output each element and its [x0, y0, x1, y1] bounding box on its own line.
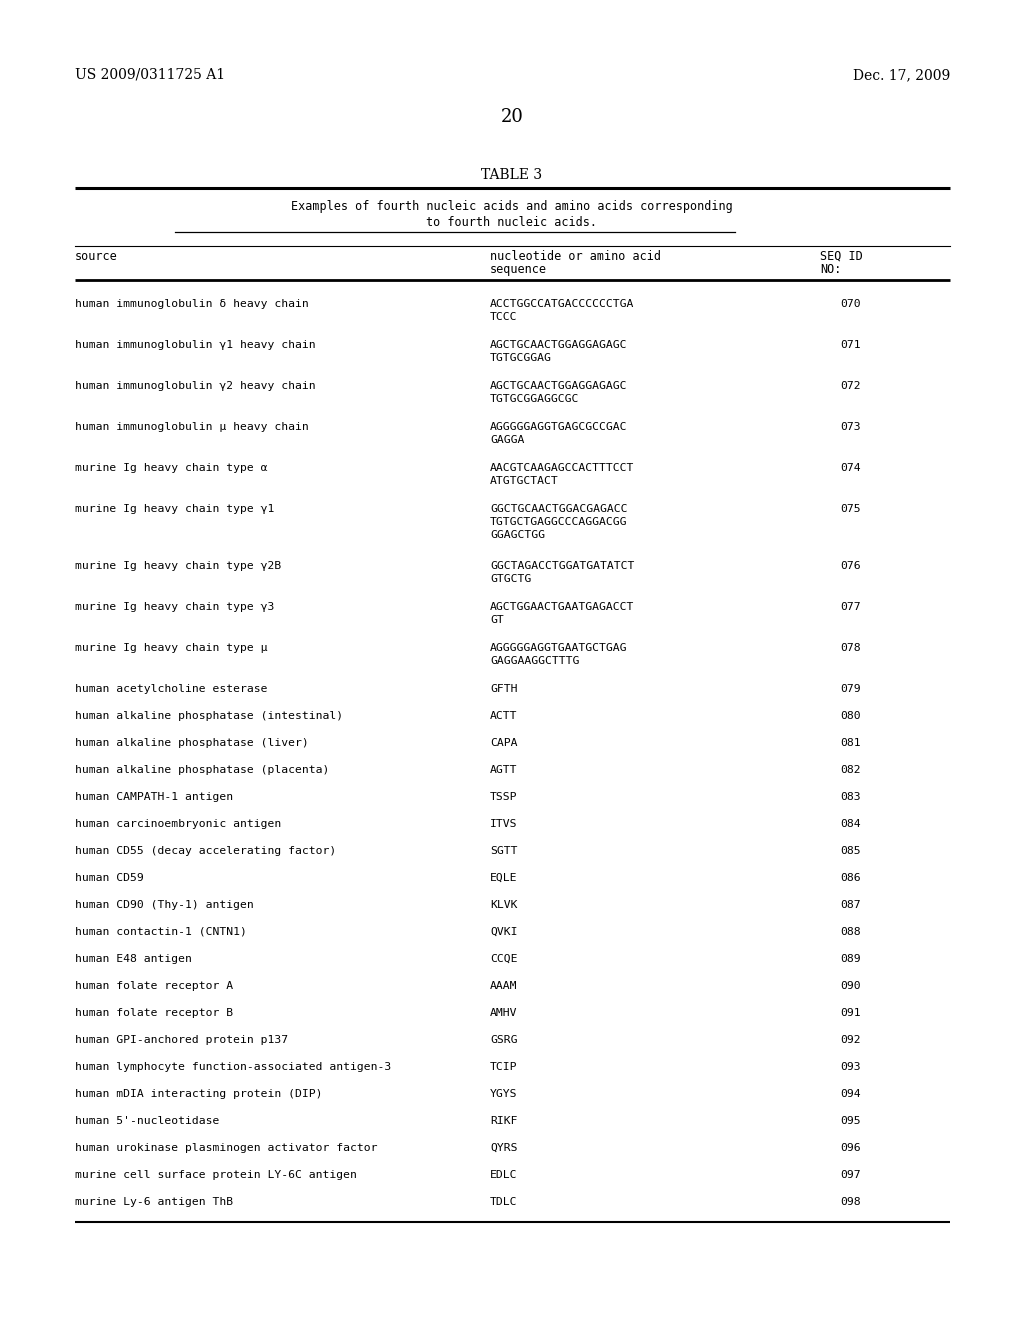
- Text: murine Ig heavy chain type γ2B: murine Ig heavy chain type γ2B: [75, 561, 282, 572]
- Text: to fourth nucleic acids.: to fourth nucleic acids.: [427, 216, 597, 228]
- Text: 072: 072: [840, 381, 860, 391]
- Text: 088: 088: [840, 927, 860, 937]
- Text: 073: 073: [840, 422, 860, 432]
- Text: nucleotide or amino acid: nucleotide or amino acid: [490, 249, 662, 263]
- Text: 078: 078: [840, 643, 860, 653]
- Text: human GPI-anchored protein p137: human GPI-anchored protein p137: [75, 1035, 288, 1045]
- Text: TCIP: TCIP: [490, 1063, 517, 1072]
- Text: 087: 087: [840, 900, 860, 909]
- Text: TABLE 3: TABLE 3: [481, 168, 543, 182]
- Text: QYRS: QYRS: [490, 1143, 517, 1152]
- Text: CAPA: CAPA: [490, 738, 517, 748]
- Text: 085: 085: [840, 846, 860, 855]
- Text: 089: 089: [840, 954, 860, 964]
- Text: Examples of fourth nucleic acids and amino acids corresponding: Examples of fourth nucleic acids and ami…: [291, 201, 733, 213]
- Text: ACCTGGCCATGACCCCCCTGA
TCCC: ACCTGGCCATGACCCCCCTGA TCCC: [490, 300, 635, 322]
- Text: GSRG: GSRG: [490, 1035, 517, 1045]
- Text: AGGGGGAGGTGAATGCTGAG
GAGGAAGGCTTTG: AGGGGGAGGTGAATGCTGAG GAGGAAGGCTTTG: [490, 643, 628, 665]
- Text: EDLC: EDLC: [490, 1170, 517, 1180]
- Text: human acetylcholine esterase: human acetylcholine esterase: [75, 684, 267, 694]
- Text: human immunoglobulin γ1 heavy chain: human immunoglobulin γ1 heavy chain: [75, 341, 315, 350]
- Text: human alkaline phosphatase (intestinal): human alkaline phosphatase (intestinal): [75, 711, 343, 721]
- Text: 075: 075: [840, 504, 860, 513]
- Text: AMHV: AMHV: [490, 1008, 517, 1018]
- Text: 096: 096: [840, 1143, 860, 1152]
- Text: 080: 080: [840, 711, 860, 721]
- Text: human folate receptor B: human folate receptor B: [75, 1008, 233, 1018]
- Text: 20: 20: [501, 108, 523, 125]
- Text: 071: 071: [840, 341, 860, 350]
- Text: 091: 091: [840, 1008, 860, 1018]
- Text: 097: 097: [840, 1170, 860, 1180]
- Text: 082: 082: [840, 766, 860, 775]
- Text: human lymphocyte function-associated antigen-3: human lymphocyte function-associated ant…: [75, 1063, 391, 1072]
- Text: NO:: NO:: [820, 263, 842, 276]
- Text: 076: 076: [840, 561, 860, 572]
- Text: human contactin-1 (CNTN1): human contactin-1 (CNTN1): [75, 927, 247, 937]
- Text: US 2009/0311725 A1: US 2009/0311725 A1: [75, 69, 225, 82]
- Text: murine cell surface protein LY-6C antigen: murine cell surface protein LY-6C antige…: [75, 1170, 357, 1180]
- Text: 070: 070: [840, 300, 860, 309]
- Text: Dec. 17, 2009: Dec. 17, 2009: [853, 69, 950, 82]
- Text: TSSP: TSSP: [490, 792, 517, 803]
- Text: AGTT: AGTT: [490, 766, 517, 775]
- Text: murine Ig heavy chain type μ: murine Ig heavy chain type μ: [75, 643, 267, 653]
- Text: human mDIA interacting protein (DIP): human mDIA interacting protein (DIP): [75, 1089, 323, 1100]
- Text: murine Ig heavy chain type α: murine Ig heavy chain type α: [75, 463, 267, 473]
- Text: YGYS: YGYS: [490, 1089, 517, 1100]
- Text: GFTH: GFTH: [490, 684, 517, 694]
- Text: murine Ly-6 antigen ThB: murine Ly-6 antigen ThB: [75, 1197, 233, 1206]
- Text: SGTT: SGTT: [490, 846, 517, 855]
- Text: human 5'-nucleotidase: human 5'-nucleotidase: [75, 1115, 219, 1126]
- Text: AACGTCAAGAGCCACTTTCCT
ATGTGCTACT: AACGTCAAGAGCCACTTTCCT ATGTGCTACT: [490, 463, 635, 486]
- Text: human urokinase plasminogen activator factor: human urokinase plasminogen activator fa…: [75, 1143, 378, 1152]
- Text: human CD59: human CD59: [75, 873, 143, 883]
- Text: human folate receptor A: human folate receptor A: [75, 981, 233, 991]
- Text: AGCTGCAACTGGAGGAGAGC
TGTGCGGAG: AGCTGCAACTGGAGGAGAGC TGTGCGGAG: [490, 341, 628, 363]
- Text: 093: 093: [840, 1063, 860, 1072]
- Text: 084: 084: [840, 818, 860, 829]
- Text: human E48 antigen: human E48 antigen: [75, 954, 191, 964]
- Text: TDLC: TDLC: [490, 1197, 517, 1206]
- Text: GGCTGCAACTGGACGAGACC
TGTGCTGAGGCCCAGGACGG
GGAGCTGG: GGCTGCAACTGGACGAGACC TGTGCTGAGGCCCAGGACG…: [490, 504, 628, 540]
- Text: SEQ ID: SEQ ID: [820, 249, 863, 263]
- Text: 094: 094: [840, 1089, 860, 1100]
- Text: GGCTAGACCTGGATGATATCT
GTGCTG: GGCTAGACCTGGATGATATCT GTGCTG: [490, 561, 635, 583]
- Text: EQLE: EQLE: [490, 873, 517, 883]
- Text: AGCTGCAACTGGAGGAGAGC
TGTGCGGAGGCGC: AGCTGCAACTGGAGGAGAGC TGTGCGGAGGCGC: [490, 381, 628, 404]
- Text: ITVS: ITVS: [490, 818, 517, 829]
- Text: human immunoglobulin δ heavy chain: human immunoglobulin δ heavy chain: [75, 300, 309, 309]
- Text: murine Ig heavy chain type γ3: murine Ig heavy chain type γ3: [75, 602, 274, 612]
- Text: human immunoglobulin μ heavy chain: human immunoglobulin μ heavy chain: [75, 422, 309, 432]
- Text: human alkaline phosphatase (placenta): human alkaline phosphatase (placenta): [75, 766, 330, 775]
- Text: 095: 095: [840, 1115, 860, 1126]
- Text: 090: 090: [840, 981, 860, 991]
- Text: AAAM: AAAM: [490, 981, 517, 991]
- Text: 086: 086: [840, 873, 860, 883]
- Text: human carcinoembryonic antigen: human carcinoembryonic antigen: [75, 818, 282, 829]
- Text: human alkaline phosphatase (liver): human alkaline phosphatase (liver): [75, 738, 309, 748]
- Text: AGCTGGAACTGAATGAGACCT
GT: AGCTGGAACTGAATGAGACCT GT: [490, 602, 635, 624]
- Text: QVKI: QVKI: [490, 927, 517, 937]
- Text: human immunoglobulin γ2 heavy chain: human immunoglobulin γ2 heavy chain: [75, 381, 315, 391]
- Text: RIKF: RIKF: [490, 1115, 517, 1126]
- Text: source: source: [75, 249, 118, 263]
- Text: sequence: sequence: [490, 263, 547, 276]
- Text: human CD90 (Thy-1) antigen: human CD90 (Thy-1) antigen: [75, 900, 254, 909]
- Text: human CAMPATH-1 antigen: human CAMPATH-1 antigen: [75, 792, 233, 803]
- Text: 092: 092: [840, 1035, 860, 1045]
- Text: 077: 077: [840, 602, 860, 612]
- Text: murine Ig heavy chain type γ1: murine Ig heavy chain type γ1: [75, 504, 274, 513]
- Text: human CD55 (decay accelerating factor): human CD55 (decay accelerating factor): [75, 846, 336, 855]
- Text: 083: 083: [840, 792, 860, 803]
- Text: 079: 079: [840, 684, 860, 694]
- Text: 098: 098: [840, 1197, 860, 1206]
- Text: ACTT: ACTT: [490, 711, 517, 721]
- Text: CCQE: CCQE: [490, 954, 517, 964]
- Text: AGGGGGAGGTGAGCGCCGAC
GAGGA: AGGGGGAGGTGAGCGCCGAC GAGGA: [490, 422, 628, 445]
- Text: KLVK: KLVK: [490, 900, 517, 909]
- Text: 074: 074: [840, 463, 860, 473]
- Text: 081: 081: [840, 738, 860, 748]
